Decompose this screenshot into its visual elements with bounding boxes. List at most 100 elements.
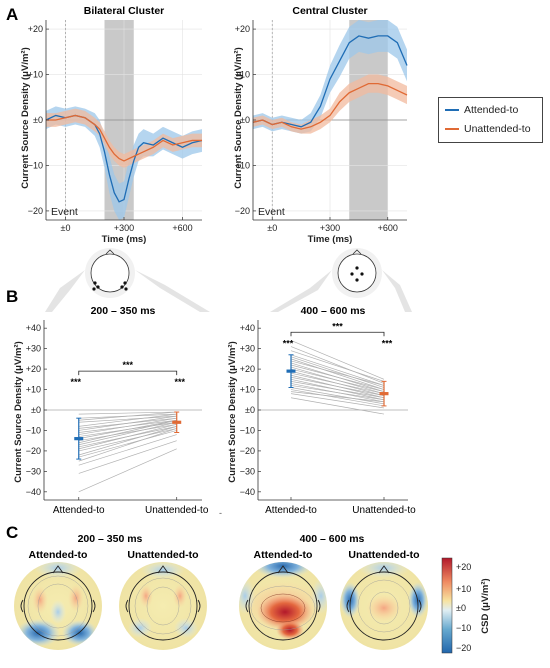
y-tick-label: −20 [240,446,255,456]
late-window-paired-chart: *** *** *** −40 −30 −20 −10 ±0 +10 +20 +30 +40 Atten… [240,305,416,516]
panel-letter-a: A [6,5,18,24]
event-annotation: Event [51,206,78,218]
colorbar-tick: −20 [456,643,471,653]
subject-line [290,354,385,386]
subject-line [78,413,177,427]
subject-line [290,389,385,407]
x-tick-label: +300 [320,223,340,233]
x-category-label: Unattended-to [352,505,416,516]
central-electrodes-head-icon [332,248,382,298]
y-tick-label: −30 [240,466,255,476]
panel-a-y-axis-label: Current Source Density (μV/m²) [20,47,31,188]
subject-line [78,423,177,450]
x-tick-label: +600 [172,223,192,233]
subject-line [78,448,177,493]
y-tick-label: +40 [240,323,255,333]
y-tick-label: −10 [235,160,250,170]
y-tick-label: +10 [240,385,255,395]
subject-line [290,368,385,392]
chart-title: 200 – 350 ms [91,305,156,317]
legend: Attended-to Unattended-to [438,97,543,143]
y-tick-label: +10 [235,70,250,80]
connector-wedge [45,270,85,312]
colorbar-tick: ±0 [456,603,466,613]
significance-stars: *** [122,360,133,370]
legend-item-unattended: Unattended-to [445,123,531,135]
legend-swatch-unattended [445,128,459,130]
subject-line [290,381,385,399]
topo-label-late-attended: Attended-to [254,549,313,561]
y-tick-label: +30 [240,344,255,354]
colorbar: +20 +10 ±0 −10 −20 CSD (μV/m²) [441,557,491,654]
x-tick-label: ±0 [267,223,277,233]
panel-letter-b: B [6,287,18,306]
chart-title: Central Cluster [292,5,367,17]
subject-line [290,376,385,397]
significance-stars: *** [174,377,185,387]
significance-stars: *** [382,338,393,348]
x-tick-label: ±0 [61,223,71,233]
bilateral-electrodes-head-icon [85,248,135,298]
topomap-early-unattended [119,562,207,650]
central-cluster-chart: −20 −10 ±0 +10 +20 ±0 +300 +600 Central Cluster T… [235,5,408,245]
colorbar-tick: +20 [456,562,471,572]
subject-line [290,372,385,394]
x-category-label: Unattended-to [145,505,209,516]
topo-label-early-attended: Attended-to [29,549,88,561]
x-tick-label: +600 [378,223,398,233]
panel-a-y-axis-label-right: Current Source Density (μV/m²) [233,47,244,188]
y-tick-label: −20 [26,446,41,456]
legend-label-unattended: Unattended-to [464,123,531,135]
y-tick-label: +20 [235,24,250,34]
y-tick-label: −10 [26,425,41,435]
connector-wedge [135,270,210,312]
subject-line [78,430,177,458]
subject-line [290,340,385,380]
significance-bracket [78,370,178,376]
error-band [253,20,407,134]
error-band [253,74,407,134]
subject-line [290,346,385,384]
subject-line [290,393,385,409]
series-line [46,114,202,162]
colorbar-tick: +10 [456,584,471,594]
y-tick-label: ±0 [33,115,43,125]
topomap-early-attended [14,562,102,650]
subject-line [78,411,177,415]
error-band [46,108,202,168]
mean-marker [379,392,389,396]
y-tick-label: −20 [28,206,43,216]
x-axis-label: Time (ms) [102,234,147,245]
subject-line [78,417,177,435]
y-tick-label: ±0 [31,405,41,415]
subject-line [290,385,385,401]
topo-label-early-unattended: Unattended-to [127,549,198,561]
mean-marker [172,420,182,424]
subject-line [78,411,177,421]
panel-letter-c: C [6,523,18,542]
mean-marker [74,437,84,441]
subject-line [78,415,177,423]
panel-b-y-axis-label: Current Source Density (μV/m²) [13,341,24,482]
x-category-label: Attended-to [265,505,317,516]
separator-dash: - [219,508,222,518]
y-tick-label: −30 [26,466,41,476]
panel-b-y-axis-label-right: Current Source Density (μV/m²) [227,341,238,482]
subject-line [78,423,177,442]
subject-line [290,397,385,415]
significance-stars: *** [283,338,294,348]
y-tick-label: ±0 [240,115,250,125]
y-tick-label: +30 [26,344,41,354]
subject-line [290,356,385,388]
subject-line [78,421,177,446]
series-line [252,82,408,130]
x-tick-label: +300 [114,223,134,233]
subject-line [78,426,177,456]
y-tick-label: +10 [28,70,43,80]
y-tick-label: ±0 [245,405,255,415]
significance-bracket [290,331,385,337]
y-tick-label: −20 [235,206,250,216]
legend-item-attended: Attended-to [445,104,518,116]
y-tick-label: +20 [26,364,41,374]
